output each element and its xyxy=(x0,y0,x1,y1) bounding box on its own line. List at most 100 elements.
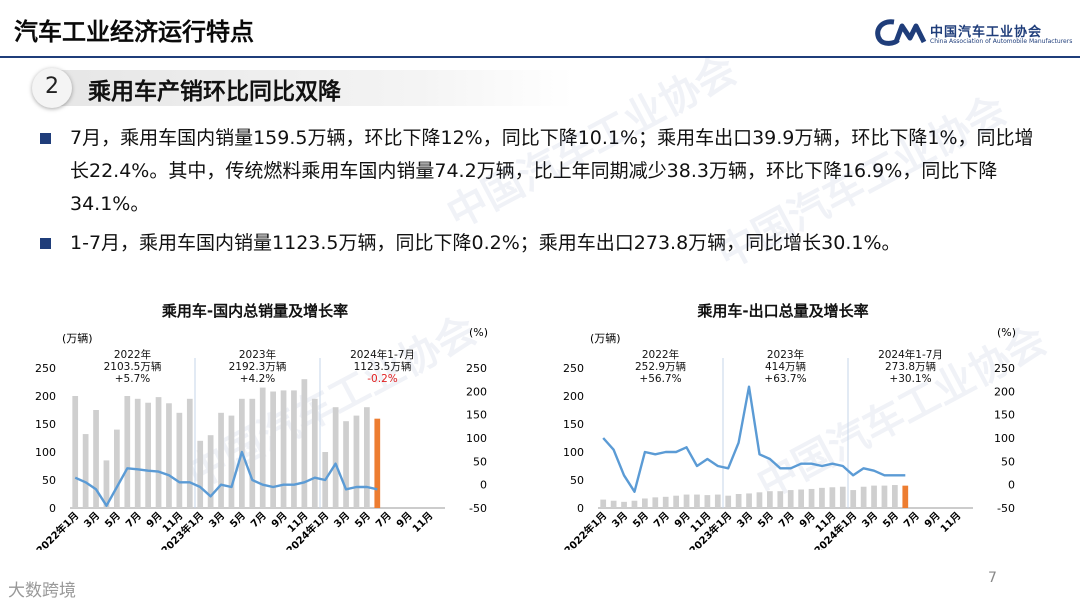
chart-bar xyxy=(72,396,79,508)
x-tick-label: 3月 xyxy=(860,510,880,530)
domestic-sales-plot: (万辆) (%) 0 50 100 150 200 250 -50 0 50 100 150 200 250… xyxy=(33,326,488,550)
chart-bar xyxy=(270,391,276,508)
annotation-label: +30.1% xyxy=(889,373,931,385)
domestic-sales-chart: 乘用车-国内总销量及增长率 (万辆) (%) 0 50 100 150 200 250 -50 0… xyxy=(20,300,490,550)
chart-bar xyxy=(353,415,360,508)
chart-bar xyxy=(714,494,721,508)
chart-bar xyxy=(819,487,825,508)
header-divider xyxy=(0,56,1080,58)
chart-bar xyxy=(207,435,214,508)
logo-text-en: China Association of Automobile Manufact… xyxy=(930,38,1073,45)
chart-bar xyxy=(301,379,308,508)
chart-bar xyxy=(808,488,815,508)
annotation-label: 273.8万辆 xyxy=(885,360,936,373)
x-tick-label: 5月 xyxy=(881,510,901,530)
y-tick-label-right: -50 xyxy=(997,502,1015,515)
y-tick-label-right: 0 xyxy=(480,479,487,492)
chart-bar xyxy=(124,396,131,508)
chart-bar xyxy=(860,486,867,508)
bullet-square-icon xyxy=(40,133,51,144)
page-title: 汽车工业经济运行特点 xyxy=(14,18,254,46)
annotation-label: +4.2% xyxy=(240,373,275,385)
chart-bar xyxy=(291,390,297,508)
annotation-label: +63.7% xyxy=(764,373,806,385)
chart-bar xyxy=(218,412,224,508)
chart-bar xyxy=(145,402,151,508)
x-tick-label: 2022年1月 xyxy=(33,509,81,550)
chart-bar xyxy=(881,485,888,508)
x-tick-label: 3月 xyxy=(207,510,227,530)
x-tick-label: 7月 xyxy=(248,510,268,530)
chart-bar xyxy=(871,485,877,508)
chart-bar xyxy=(902,485,909,508)
y-tick-label-right: 200 xyxy=(994,385,1015,398)
section-number-badge: 2 xyxy=(32,68,72,108)
y-tick-label-left: 200 xyxy=(563,390,584,403)
chart-bar xyxy=(364,407,370,508)
caam-logo-icon xyxy=(875,19,927,46)
y-tick-label-left: 250 xyxy=(35,362,56,375)
chart-bar xyxy=(93,410,99,508)
page-number: 7 xyxy=(988,570,997,586)
y-tick-label-left: 150 xyxy=(35,418,56,431)
chart-bar xyxy=(114,429,120,508)
chart-bar xyxy=(249,398,256,508)
annotation-label: 252.9万辆 xyxy=(635,360,686,373)
y-tick-label-left: 0 xyxy=(577,502,584,515)
y-tick-label-left: 200 xyxy=(35,390,56,403)
annotation-label: 2024年1-7月 xyxy=(878,348,943,361)
annotation-label: +56.7% xyxy=(639,373,681,385)
y-tick-label-right: 150 xyxy=(994,409,1015,422)
chart-bar xyxy=(186,398,193,508)
chart-bar xyxy=(166,403,172,508)
growth-rate-line xyxy=(74,450,378,507)
y-tick-label-right: 0 xyxy=(1008,479,1015,492)
x-tick-label: 5月 xyxy=(353,510,373,530)
chart-bar xyxy=(777,491,784,508)
header: 汽车工业经济运行特点 中国汽车工业协会 China Association of… xyxy=(0,0,1080,58)
chart-bar xyxy=(704,495,711,508)
chart-title: 乘用车-国内总销量及增长率 xyxy=(161,302,349,320)
chart-bar xyxy=(228,415,235,508)
bullet-list: 7月，乘用车国内销量159.5万辆，环比下降12%，同比下降10.1%；乘用车出… xyxy=(40,122,1050,266)
x-tick-label: 3月 xyxy=(82,510,102,530)
chart-bar xyxy=(82,434,89,508)
y-axis-right-unit: (%) xyxy=(469,326,488,339)
y-tick-label-right: 100 xyxy=(466,432,487,445)
y-tick-label-right: 250 xyxy=(994,362,1015,375)
chart-bar xyxy=(374,418,381,508)
caam-logo: 中国汽车工业协会 China Association of Automobile… xyxy=(872,18,1072,52)
chart-bar xyxy=(600,499,607,508)
x-tick-label: 5月 xyxy=(228,510,248,530)
chart-bar xyxy=(176,412,183,508)
x-tick-label: 5月 xyxy=(756,510,776,530)
x-tick-label: 3月 xyxy=(332,510,352,530)
x-tick-label: 7月 xyxy=(901,510,921,530)
x-tick-label: 7月 xyxy=(651,510,671,530)
y-tick-label-right: 250 xyxy=(466,362,487,375)
section-title: 乘用车产销环比同比双降 xyxy=(88,79,341,105)
y-tick-label-left: 250 xyxy=(563,362,584,375)
chart-bar xyxy=(662,496,669,508)
x-tick-label: 3月 xyxy=(735,510,755,530)
y-tick-label-left: 100 xyxy=(35,446,56,459)
chart-bar xyxy=(652,497,659,508)
x-tick-label: 7月 xyxy=(776,510,796,530)
y-tick-label-left: 50 xyxy=(42,474,56,487)
section-number: 2 xyxy=(45,74,59,99)
y-tick-label-left: 100 xyxy=(563,446,584,459)
x-tick-label: 7月 xyxy=(123,510,143,530)
chart-bar xyxy=(725,495,732,508)
y-tick-label-right: -50 xyxy=(469,502,487,515)
chart-bar xyxy=(311,398,318,508)
chart-bar xyxy=(683,494,690,508)
y-tick-label-right: 200 xyxy=(466,385,487,398)
bullet-square-icon xyxy=(40,238,51,249)
annotation-label: 2022年 xyxy=(642,348,679,361)
chart-bar xyxy=(642,498,648,508)
y-axis-right-unit: (%) xyxy=(997,326,1016,339)
chart-bar xyxy=(134,398,141,508)
chart-bar xyxy=(892,485,898,508)
y-tick-label-left: 0 xyxy=(49,502,56,515)
annotation-label: 2192.3万辆 xyxy=(229,360,287,373)
